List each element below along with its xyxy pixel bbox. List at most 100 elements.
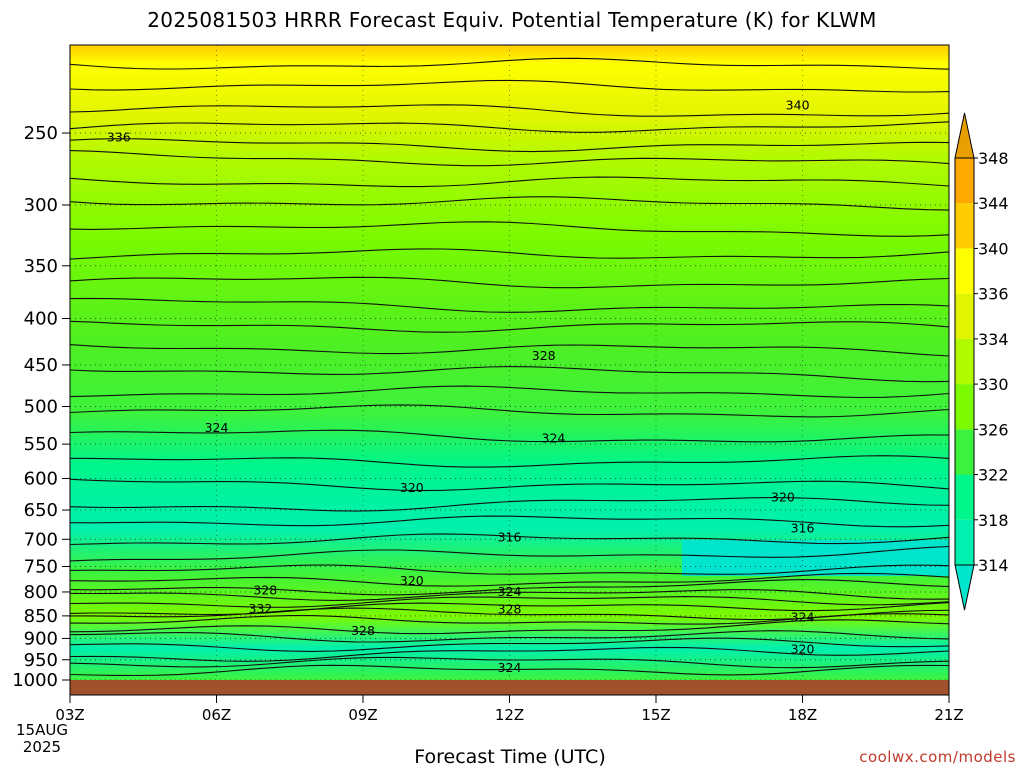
colorbar-tick-label: 336 (978, 285, 1009, 304)
y-tick-label: 350 (24, 256, 58, 277)
colorbar-tick-label: 326 (978, 420, 1009, 439)
contour-line (69, 515, 950, 528)
contour-line (69, 138, 950, 153)
contour-label-text: 320 (791, 642, 815, 657)
contour-line (69, 646, 950, 662)
x-tick-label: 06Z (202, 706, 231, 724)
contour-label-text: 340 (786, 97, 810, 112)
watermark: coolwx.com/models (859, 748, 1016, 766)
contour-line (69, 596, 950, 608)
contour-line (69, 579, 950, 596)
ground-terrain (70, 680, 949, 695)
contour-line (69, 57, 950, 70)
contour-line (69, 150, 950, 167)
contour-label: 320 (771, 490, 795, 505)
contour-line (69, 478, 950, 492)
contour-line (69, 385, 950, 399)
contour-label: 324 (498, 584, 522, 599)
colorbar: 314 318 322 326 330 334 336 340 344 348 (954, 112, 1009, 611)
contour-label: 320 (400, 480, 424, 495)
contour-line (69, 589, 950, 601)
y-tick-label: 800 (24, 582, 58, 603)
contour-line (69, 637, 950, 652)
y-tick-label: 300 (24, 195, 58, 216)
contour-label: 332 (249, 601, 273, 616)
contour-line (69, 602, 950, 616)
y-tick-label: 850 (24, 606, 58, 627)
x-axis: 03Z 06Z 09Z 12Z 15Z 18Z 21Z (55, 695, 964, 724)
y-tick-label: 450 (24, 355, 58, 376)
contour-line (69, 276, 950, 289)
colorbar-tick-label: 318 (978, 511, 1009, 530)
contour-line (69, 664, 950, 677)
colorbar-segment (955, 338, 974, 385)
contour-label-text: 328 (351, 623, 375, 638)
colorbar-segment (955, 384, 974, 430)
contour-label-text: 316 (498, 530, 522, 545)
date-day: 15AUG (16, 721, 68, 739)
contour-label-text: 332 (249, 601, 273, 616)
contour-line (69, 572, 950, 587)
colorbar-tick-label: 330 (978, 375, 1009, 394)
contour-label: 336 (107, 130, 131, 145)
contour-label-text: 320 (400, 573, 424, 588)
contour-labels: 340 336 328 324 324 320 320 316 316 320 328 324 332 3… (107, 97, 815, 675)
x-tick-label: 21Z (934, 706, 963, 724)
x-tick-label: 03Z (55, 706, 84, 724)
y-tick-label: 500 (24, 397, 58, 418)
y-tick-label: 750 (24, 556, 58, 577)
colorbar-segment (955, 158, 974, 204)
y-tick-label: 250 (24, 123, 58, 144)
contour-line (69, 404, 950, 418)
contour-line (69, 366, 950, 383)
contour-label: 324 (205, 420, 229, 435)
contour-line (69, 545, 950, 562)
date-stamp: 15AUG 2025 (16, 722, 68, 756)
colorbar-tick-label: 340 (978, 239, 1009, 258)
colorbar-segment (955, 474, 974, 520)
contour-label: 328 (351, 623, 375, 638)
contour-line (69, 533, 950, 546)
contour-line (69, 656, 950, 669)
y-tick-label: 400 (24, 308, 58, 329)
contour-line (69, 176, 950, 188)
contour-label-text: 320 (771, 490, 795, 505)
x-tick-label: 15Z (641, 706, 670, 724)
contour-label: 324 (542, 430, 566, 445)
contour-label-text: 324 (542, 430, 566, 445)
colorbar-tick-label: 348 (978, 149, 1009, 168)
contour-label-text: 324 (205, 420, 229, 435)
contour-line (69, 221, 950, 237)
colorbar-segment (955, 519, 974, 565)
colorbar-tick-label: 344 (978, 194, 1009, 213)
date-year: 2025 (22, 738, 62, 756)
contour-line (69, 79, 950, 93)
chart-title: 2025081503 HRRR Forecast Equiv. Potentia… (147, 8, 877, 32)
contour-line (69, 497, 950, 512)
contour-label-text: 324 (498, 660, 522, 675)
contour-label-text: 324 (791, 609, 815, 624)
colorbar-extend-high (954, 112, 975, 159)
contour-line (69, 297, 950, 313)
y-tick-label: 600 (24, 468, 58, 489)
contour-line (69, 619, 950, 635)
contour-label-text: 320 (400, 480, 424, 495)
contour-label: 320 (400, 573, 424, 588)
contour-label-text: 328 (498, 601, 522, 616)
colorbar-tick-label: 334 (978, 330, 1009, 349)
x-tick-label: 18Z (788, 706, 817, 724)
x-tick-label: 12Z (495, 706, 524, 724)
contour-line (69, 455, 950, 468)
colorbar-segment (955, 429, 974, 475)
contour-line (69, 344, 950, 357)
colorbar-tick-label: 322 (978, 466, 1009, 485)
contour-label: 328 (532, 348, 556, 363)
y-tick-label: 650 (24, 500, 58, 521)
contour-label: 316 (791, 520, 815, 535)
contour-label: 340 (786, 97, 810, 112)
y-axis: 2503003504004505005506006507007508008509… (12, 123, 70, 691)
contour-label: 324 (498, 660, 522, 675)
contour-label-text: 336 (107, 130, 131, 145)
contour-label: 320 (791, 642, 815, 657)
